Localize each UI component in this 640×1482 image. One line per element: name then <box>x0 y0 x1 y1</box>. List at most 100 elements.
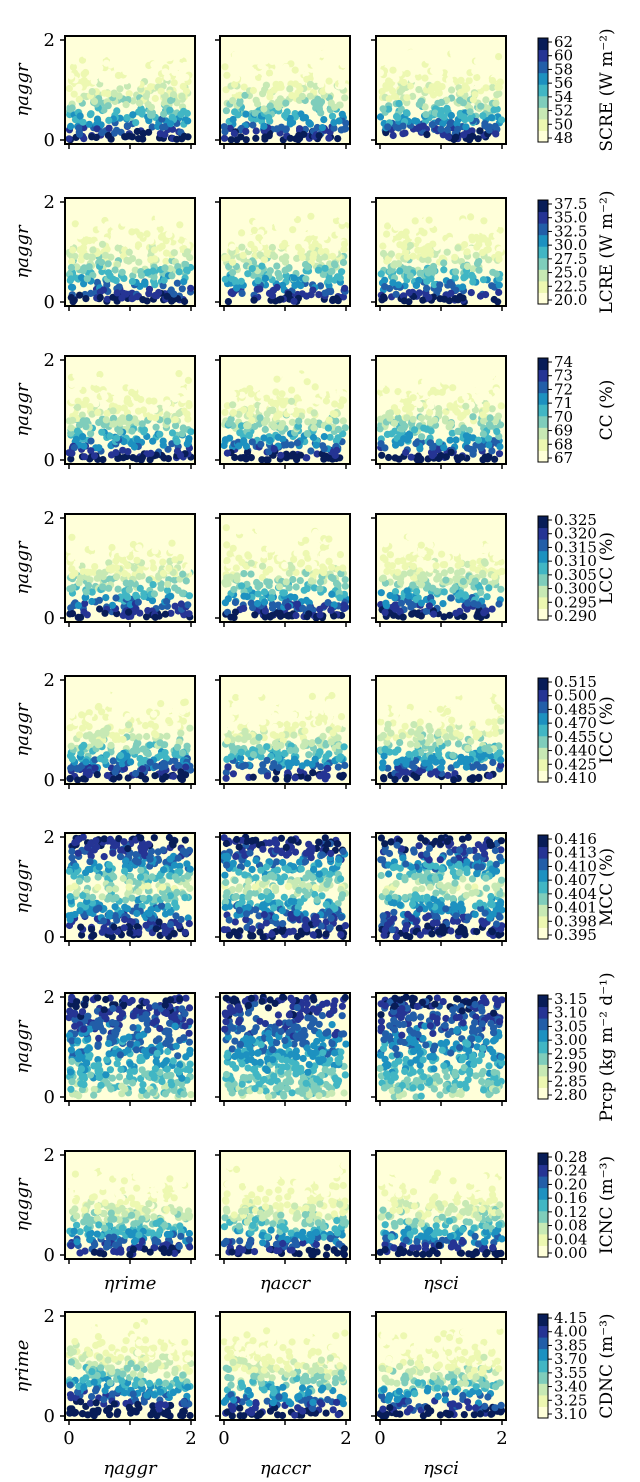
scatter-point <box>415 401 423 409</box>
scatter-point <box>151 228 159 236</box>
colorbar-segment <box>538 415 548 428</box>
scatter-point <box>134 64 142 72</box>
scatter-point <box>261 598 269 606</box>
scatter-point <box>471 91 479 99</box>
scatter-point <box>445 198 453 207</box>
scatter-point <box>184 202 192 210</box>
colorbar-segment <box>538 369 548 382</box>
scatter-point <box>131 380 139 388</box>
scatter-point <box>424 56 432 64</box>
scatter-point <box>113 434 121 442</box>
scatter-point <box>226 124 234 132</box>
scatter-point <box>320 362 328 371</box>
scatter-point <box>167 97 175 105</box>
scatter-point <box>186 231 194 239</box>
scatter-point <box>176 62 184 70</box>
scatter-point <box>75 124 83 132</box>
scatter-point <box>177 236 185 244</box>
scatter-point <box>162 204 171 212</box>
scatter-point <box>100 106 108 114</box>
scatter-point <box>281 561 289 570</box>
scatter-point <box>68 380 76 388</box>
scatter-point <box>329 526 338 535</box>
scatter-point <box>312 533 320 542</box>
scatter-point <box>457 199 465 208</box>
scatter-point <box>227 289 235 297</box>
scatter-point <box>151 613 159 621</box>
scatter-point <box>307 543 315 551</box>
colorbar: 37.535.032.530.027.525.022.520.0 LCRE (W … <box>537 191 617 313</box>
scatter-point <box>418 388 426 396</box>
scatter-point <box>162 403 170 411</box>
scatter-point <box>103 295 111 303</box>
scatter-point <box>168 125 177 133</box>
scatter-point <box>319 87 327 95</box>
scatter-point <box>329 358 337 366</box>
scatter-point <box>268 604 277 612</box>
scatter-point <box>128 427 136 435</box>
scatter-panel: 02 <box>44 508 196 629</box>
scatter-point <box>104 131 112 140</box>
scatter-point <box>186 384 194 392</box>
scatter-point <box>238 243 246 251</box>
scatter-point <box>445 372 453 380</box>
scatter-point <box>309 433 318 442</box>
scatter-point <box>412 47 420 55</box>
colorbar-label: CC (%) <box>597 380 617 441</box>
scatter-point <box>161 131 169 139</box>
scatter-point <box>415 100 423 108</box>
scatter-point <box>275 583 284 591</box>
scatter-point <box>150 61 158 69</box>
scatter-point <box>498 116 506 124</box>
scatter-point <box>452 436 460 444</box>
scatter-point <box>476 395 484 404</box>
scatter-point <box>163 73 171 82</box>
scatter-point <box>386 551 394 559</box>
scatter-point <box>463 444 471 452</box>
scatter-point <box>468 271 476 279</box>
scatter-point <box>462 432 470 440</box>
scatter-point <box>274 69 282 77</box>
scatter-point <box>299 114 307 122</box>
scatter-point <box>342 520 350 528</box>
scatter-point <box>328 112 337 120</box>
scatter-point <box>125 248 133 256</box>
scatter-point <box>149 384 157 393</box>
scatter-point <box>292 80 300 88</box>
scatter-point <box>411 217 419 225</box>
scatter-point <box>91 46 99 54</box>
scatter-point <box>76 232 84 240</box>
scatter-point <box>232 564 240 572</box>
scatter-point <box>493 376 501 384</box>
scatter-point <box>148 365 156 373</box>
scatter-point <box>272 388 280 396</box>
scatter-point <box>261 274 269 282</box>
scatter-point <box>247 559 255 567</box>
scatter-point <box>301 241 309 249</box>
scatter-point <box>72 435 80 443</box>
scatter-point <box>277 123 285 131</box>
scatter-point <box>435 366 443 374</box>
scatter-point <box>469 278 477 286</box>
scatter-point <box>136 58 144 66</box>
scatter-point <box>341 284 349 292</box>
scatter-point <box>303 400 311 408</box>
scatter-point <box>409 415 417 423</box>
scatter-point <box>479 112 487 120</box>
scatter-point <box>170 79 178 87</box>
scatter-point <box>83 527 91 535</box>
scatter-point <box>250 357 259 365</box>
scatter-point <box>187 60 195 68</box>
scatter-point <box>141 45 149 54</box>
scatter-point <box>256 414 264 422</box>
scatter-point <box>413 67 421 75</box>
scatter-point <box>264 216 272 224</box>
scatter-point <box>116 237 124 245</box>
scatter-point <box>336 594 344 602</box>
scatter-point <box>380 359 388 367</box>
scatter-point <box>262 522 271 530</box>
scatter-point <box>379 202 388 210</box>
scatter-point <box>236 429 244 437</box>
